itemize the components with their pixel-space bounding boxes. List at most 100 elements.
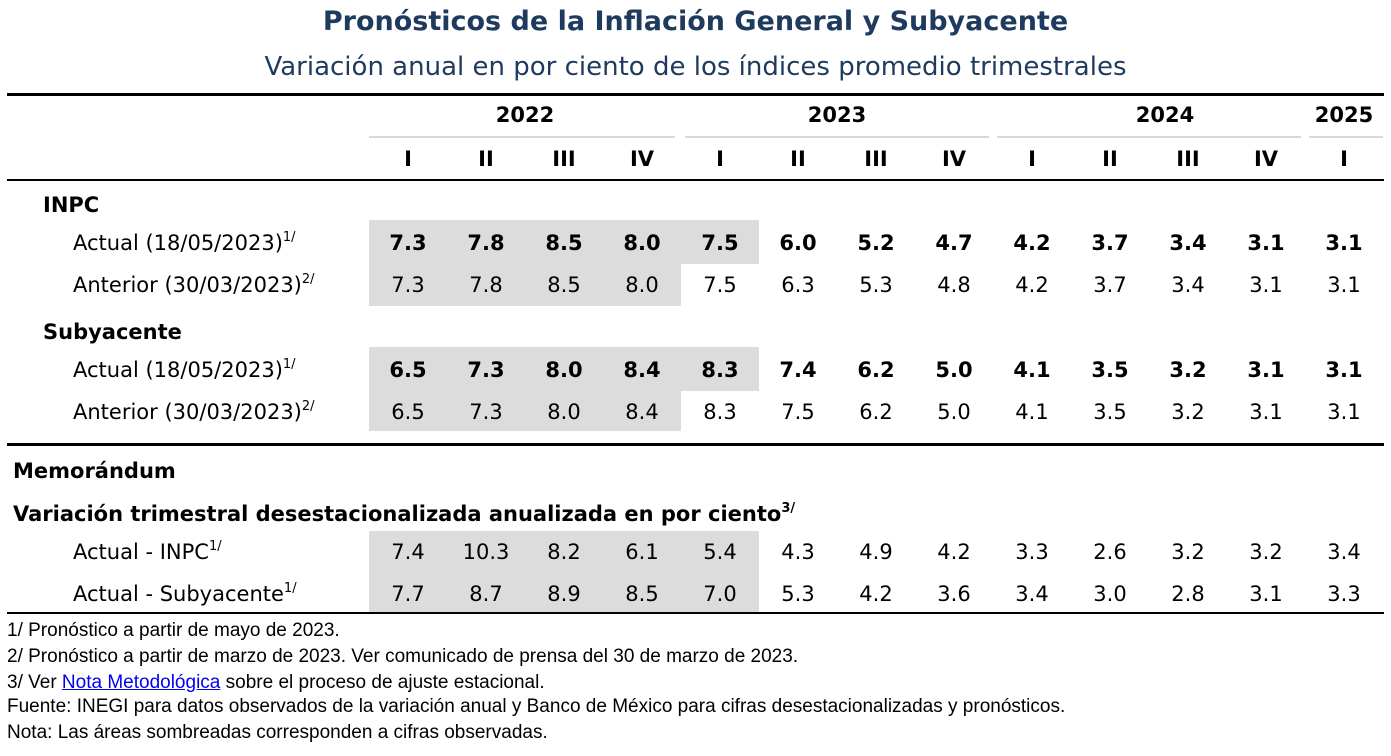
footnote-3: 3/ Ver Nota Metodológica sobre el proces… <box>7 672 545 694</box>
table-cell: 5.3 <box>781 582 815 606</box>
footnote-nota: Nota: Las áreas sombreadas corresponden … <box>7 722 548 743</box>
table-cell: 3.5 <box>1093 400 1127 424</box>
table-cell: 4.2 <box>859 582 893 606</box>
table-cell: 3.1 <box>1327 400 1361 424</box>
table-cell: 8.0 <box>547 400 581 424</box>
table-cell: 4.2 <box>1015 273 1049 297</box>
quarter-header: II <box>478 147 494 171</box>
table-cell: 4.9 <box>859 540 893 564</box>
nota-metodologica-link[interactable]: Nota Metodológica <box>61 672 221 693</box>
table-cell: 8.3 <box>701 358 739 382</box>
table-cell: 7.5 <box>781 400 815 424</box>
row-label: Actual (18/05/2023)1/ <box>73 358 296 382</box>
row-label-text: Actual - Subyacente <box>73 582 284 606</box>
row-label: Actual - INPC1/ <box>73 540 222 564</box>
year-divider-2024 <box>997 136 1301 138</box>
row-label: Actual - Subyacente1/ <box>73 582 297 606</box>
year-2024: 2024 <box>1135 103 1195 127</box>
quarter-header: I <box>716 147 724 171</box>
table-cell: 4.1 <box>1015 400 1049 424</box>
row-label-text: Actual (18/05/2023) <box>73 231 283 255</box>
table-cell: 5.0 <box>935 358 973 382</box>
table-cell: 3.1 <box>1327 273 1361 297</box>
table-cell: 7.3 <box>389 231 427 255</box>
table-cell: 8.3 <box>703 400 737 424</box>
year-2023: 2023 <box>807 103 867 127</box>
table-cell: 3.1 <box>1325 358 1363 382</box>
table-cell: 8.0 <box>545 358 583 382</box>
table-cell: 3.7 <box>1091 231 1129 255</box>
variacion-text: Variación trimestral desestacionalizada … <box>13 502 782 526</box>
table-cell: 7.3 <box>391 273 425 297</box>
table-cell: 6.0 <box>779 231 817 255</box>
quarter-header: III <box>552 147 576 171</box>
table-cell: 7.4 <box>779 358 817 382</box>
row-label-text: Anterior (30/03/2023) <box>73 400 302 424</box>
quarter-header: IV <box>629 147 655 171</box>
table-cell: 3.4 <box>1171 273 1205 297</box>
row-footnote-ref: 2/ <box>301 272 315 287</box>
row-label: Anterior (30/03/2023)2/ <box>73 400 315 424</box>
year-2022: 2022 <box>495 103 555 127</box>
table-subtitle: Variación anual en por ciento de los índ… <box>264 52 1127 82</box>
section-memorandum: Memorándum <box>13 459 176 483</box>
table-cell: 8.5 <box>545 231 583 255</box>
table-cell: 7.5 <box>701 231 739 255</box>
table-cell: 8.9 <box>547 582 581 606</box>
body-rule <box>7 443 1384 446</box>
row-footnote-ref: 1/ <box>282 230 296 245</box>
observed-shade-sub-b <box>369 391 681 431</box>
section-variacion: Variación trimestral desestacionalizada … <box>13 502 795 526</box>
table-cell: 7.8 <box>469 273 503 297</box>
table-cell: 5.4 <box>703 540 737 564</box>
table-cell: 4.2 <box>1013 231 1051 255</box>
table-cell: 5.2 <box>857 231 895 255</box>
table-cell: 7.4 <box>391 540 425 564</box>
quarter-header: II <box>790 147 806 171</box>
header-rule <box>7 179 1384 181</box>
table-cell: 2.6 <box>1093 540 1127 564</box>
table-cell: 3.4 <box>1169 231 1207 255</box>
quarter-header: III <box>1176 147 1200 171</box>
footnote-3-prefix: 3/ Ver <box>7 672 62 693</box>
table-cell: 8.0 <box>625 273 659 297</box>
table-cell: 7.7 <box>391 582 425 606</box>
table-cell: 3.3 <box>1015 540 1049 564</box>
table-cell: 8.7 <box>469 582 503 606</box>
row-footnote-ref: 2/ <box>301 399 315 414</box>
table-cell: 3.1 <box>1247 231 1285 255</box>
table-cell: 3.4 <box>1327 540 1361 564</box>
table-cell: 8.4 <box>623 358 661 382</box>
quarter-header: I <box>1340 147 1348 171</box>
table-cell: 8.5 <box>625 582 659 606</box>
quarter-header: III <box>864 147 888 171</box>
table-cell: 3.7 <box>1093 273 1127 297</box>
table-cell: 3.1 <box>1247 358 1285 382</box>
year-divider-2025 <box>1309 136 1383 138</box>
observed-shade-inpc-b <box>369 264 681 306</box>
table-cell: 3.2 <box>1171 540 1205 564</box>
table-cell: 3.0 <box>1093 582 1127 606</box>
row-label-text: Actual (18/05/2023) <box>73 358 283 382</box>
table-cell: 7.3 <box>467 358 505 382</box>
table-cell: 6.2 <box>859 400 893 424</box>
table-cell: 8.5 <box>547 273 581 297</box>
quarter-header: IV <box>1253 147 1279 171</box>
table-cell: 3.2 <box>1169 358 1207 382</box>
table-cell: 3.2 <box>1171 400 1205 424</box>
quarter-header: IV <box>941 147 967 171</box>
year-2025: 2025 <box>1314 103 1374 127</box>
table-cell: 4.2 <box>937 540 971 564</box>
quarter-header: I <box>404 147 412 171</box>
table-cell: 3.1 <box>1249 582 1283 606</box>
table-cell: 3.6 <box>937 582 971 606</box>
table-cell: 10.3 <box>462 540 510 564</box>
top-rule <box>7 93 1384 96</box>
bottom-rule <box>7 612 1384 614</box>
footnote-2: 2/ Pronóstico a partir de marzo de 2023.… <box>7 646 799 667</box>
footnote-fuente: Fuente: INEGI para datos observados de l… <box>7 696 1066 717</box>
row-label-text: Actual - INPC <box>73 540 209 564</box>
year-divider-2022 <box>369 136 675 138</box>
row-footnote-ref: 1/ <box>283 581 297 596</box>
table-cell: 4.7 <box>935 231 973 255</box>
